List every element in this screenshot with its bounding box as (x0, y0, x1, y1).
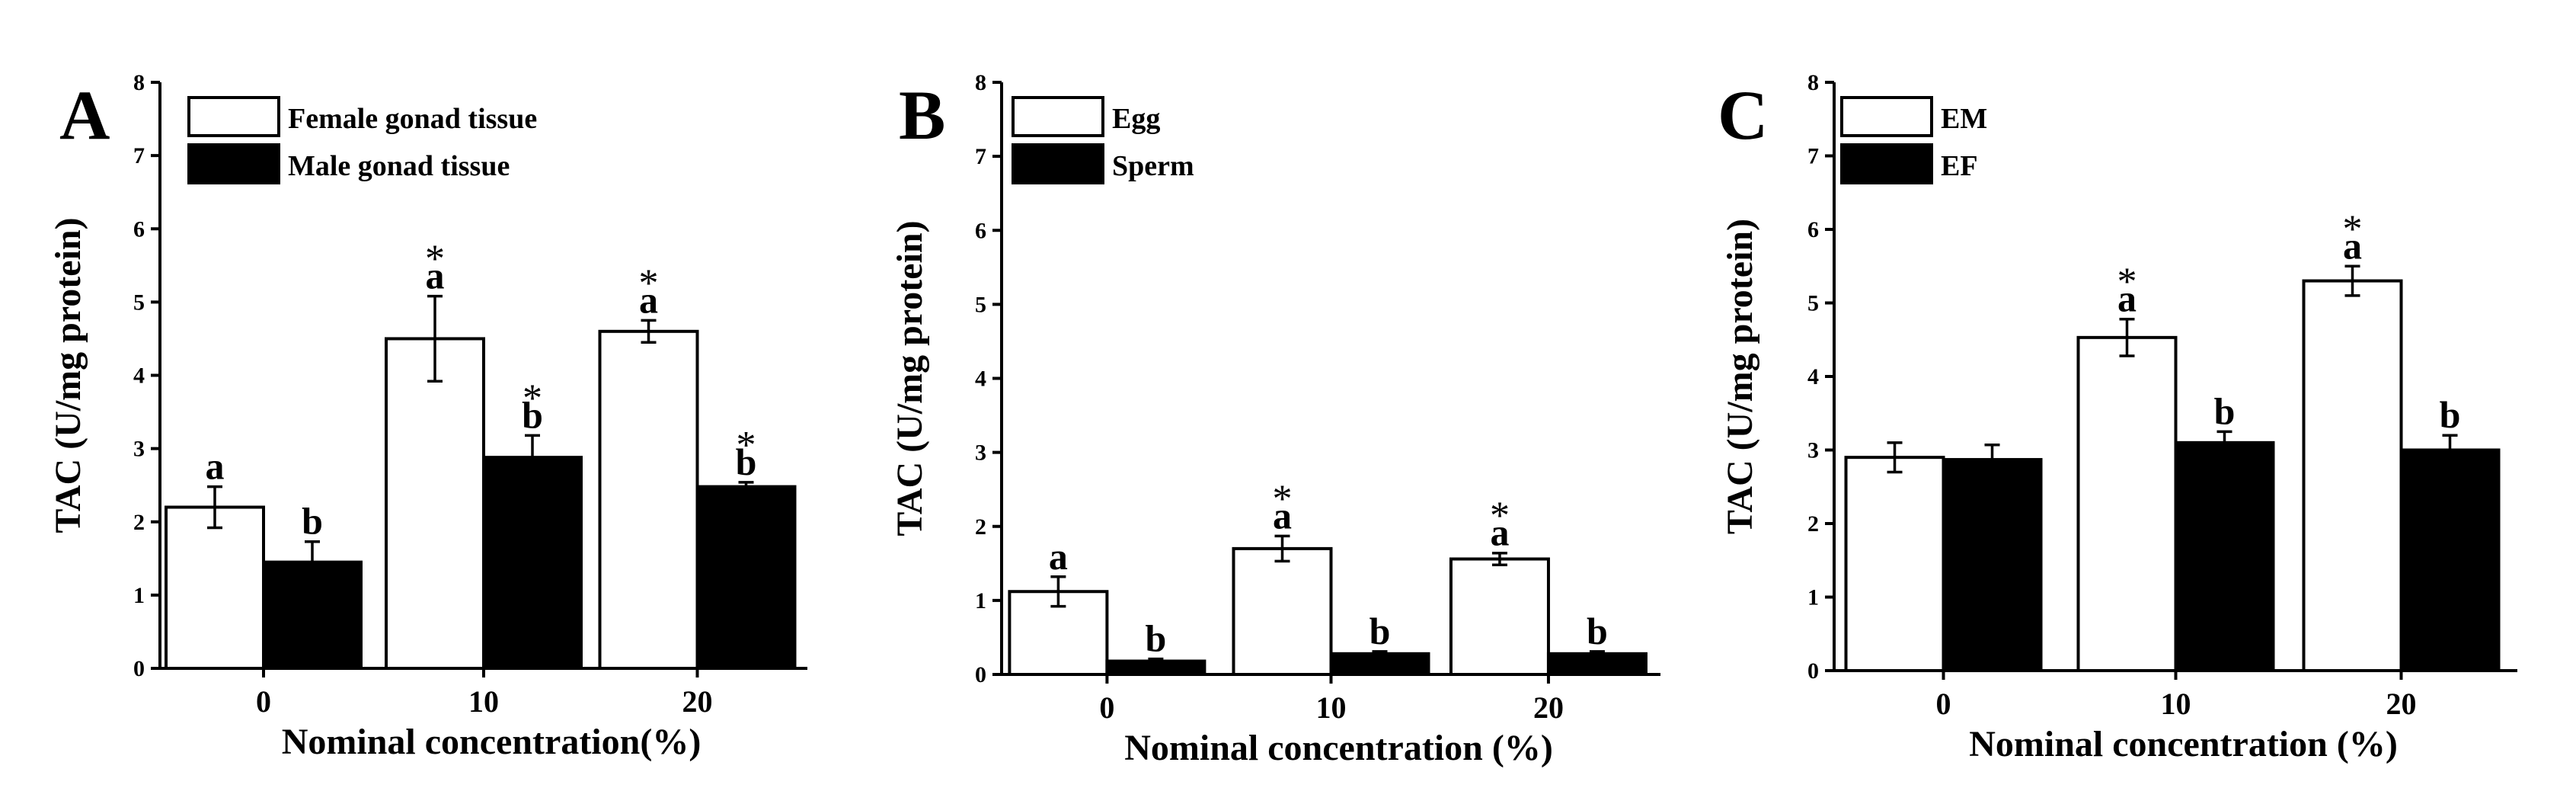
y-tick-label: 7 (1807, 144, 1819, 169)
legend-label: EM (1941, 103, 1987, 135)
y-tick-label: 8 (1807, 70, 1819, 95)
significance-letter: b (1145, 617, 1166, 660)
significance-letter: a (1490, 511, 1509, 554)
significance-letter: a (206, 445, 225, 488)
y-tick-label: 8 (975, 70, 986, 95)
y-tick-label: 7 (975, 144, 986, 169)
x-axis-title: Nominal concentration (%) (1969, 724, 2398, 764)
y-tick-label: 1 (133, 583, 145, 608)
y-tick-label: 6 (133, 216, 145, 242)
legend-label: Male gonad tissue (288, 150, 510, 182)
significance-letter: a (639, 278, 658, 321)
significance-letter: b (2214, 389, 2236, 432)
x-tick-label: 10 (2161, 687, 2191, 721)
significance-letter: a (2117, 277, 2137, 320)
y-tick-label: 6 (1807, 217, 1819, 242)
x-tick-label: 20 (2386, 687, 2417, 721)
significance-letter: b (302, 500, 323, 543)
significance-letter: a (1273, 494, 1292, 537)
legend-swatch (1840, 143, 1933, 184)
y-tick-label: 5 (975, 292, 986, 317)
y-axis-title: TAC (U/mg protein) (48, 217, 88, 533)
significance-letter: a (2343, 224, 2362, 267)
bar (598, 329, 699, 670)
bar (2174, 440, 2275, 672)
y-tick-label: 7 (133, 143, 145, 168)
significance-star: * (425, 238, 445, 281)
bar (2302, 279, 2403, 672)
significance-letter: a (426, 255, 445, 297)
legend-swatch (1840, 96, 1933, 137)
panel-label: A (59, 76, 110, 154)
y-tick-label: 4 (975, 367, 986, 392)
bar (165, 505, 265, 671)
legend-swatch (187, 96, 280, 137)
y-tick-label: 1 (975, 588, 986, 613)
chart-panel-c: C 0 1 2 3 4 5 6 7 8 TAC (U/mg protein) Nominal conc… (1718, 70, 2517, 764)
x-tick-label: 10 (468, 684, 499, 719)
significance-star: * (1490, 495, 1510, 538)
legend-label: Female gonad tissue (288, 103, 537, 135)
significance-letter: b (1369, 610, 1391, 652)
bar (1449, 557, 1550, 676)
significance-star: * (523, 376, 542, 420)
y-tick-label: 5 (133, 290, 145, 315)
significance-letter: a (1049, 535, 1068, 578)
x-tick-label: 10 (1316, 690, 1347, 725)
x-tick-label: 0 (1099, 690, 1114, 725)
significance-letter: b (2440, 393, 2461, 436)
significance-star: * (1273, 477, 1293, 521)
bar (1232, 546, 1333, 677)
y-tick-label: 1 (1807, 585, 1819, 610)
x-tick-label: 0 (256, 684, 271, 719)
y-tick-label: 6 (975, 218, 986, 243)
y-tick-label: 8 (133, 70, 145, 95)
legend-label: Sperm (1112, 150, 1194, 182)
legend-swatch (1012, 143, 1104, 184)
bar (2399, 448, 2501, 672)
bar (695, 485, 797, 670)
legend-swatch (187, 143, 280, 184)
y-tick-label: 0 (133, 656, 145, 681)
y-axis-title: TAC (U/mg protein) (1720, 219, 1760, 534)
panel-label: C (1718, 76, 1768, 154)
x-axis-title: Nominal concentration(%) (282, 722, 702, 762)
significance-letter: b (522, 393, 543, 436)
bar (1942, 458, 2043, 672)
significance-star: * (639, 261, 659, 305)
legend-label: EF (1941, 150, 1978, 182)
y-tick-label: 3 (975, 440, 986, 466)
chart-panel-a: A 0 1 2 3 4 5 6 7 8 TAC (U/mg protein) Nominal conc… (48, 70, 807, 762)
legend-swatch (1012, 96, 1104, 137)
bar (2076, 335, 2178, 672)
y-tick-label: 2 (1807, 511, 1819, 537)
y-tick-label: 3 (1807, 438, 1819, 463)
x-tick-label: 20 (682, 684, 713, 719)
y-tick-label: 3 (133, 437, 145, 462)
y-axis-title: TAC (U/mg protein) (890, 220, 930, 536)
legend-label: Egg (1112, 103, 1160, 135)
y-tick-label: 4 (1807, 364, 1819, 389)
significance-letter: b (1587, 610, 1608, 652)
bar (1844, 456, 1945, 673)
panel-label: B (899, 76, 945, 154)
chart-panel-b: B 0 1 2 3 4 5 6 7 8 TAC (U/mg protein) Nominal conc… (890, 70, 1660, 768)
x-tick-label: 0 (1936, 687, 1951, 721)
significance-star: * (2343, 207, 2363, 251)
y-tick-label: 4 (133, 364, 145, 389)
significance-letter: b (736, 440, 757, 483)
y-tick-label: 2 (133, 510, 145, 535)
y-tick-label: 5 (1807, 291, 1819, 316)
y-tick-label: 0 (1807, 658, 1819, 684)
significance-star: * (2117, 261, 2137, 304)
x-axis-title: Nominal concentration (%) (1124, 728, 1553, 768)
y-tick-label: 2 (975, 514, 986, 540)
x-tick-label: 20 (1533, 690, 1564, 725)
significance-star: * (737, 424, 756, 467)
bar (482, 456, 583, 670)
y-tick-label: 0 (975, 662, 986, 687)
bar (385, 337, 485, 670)
